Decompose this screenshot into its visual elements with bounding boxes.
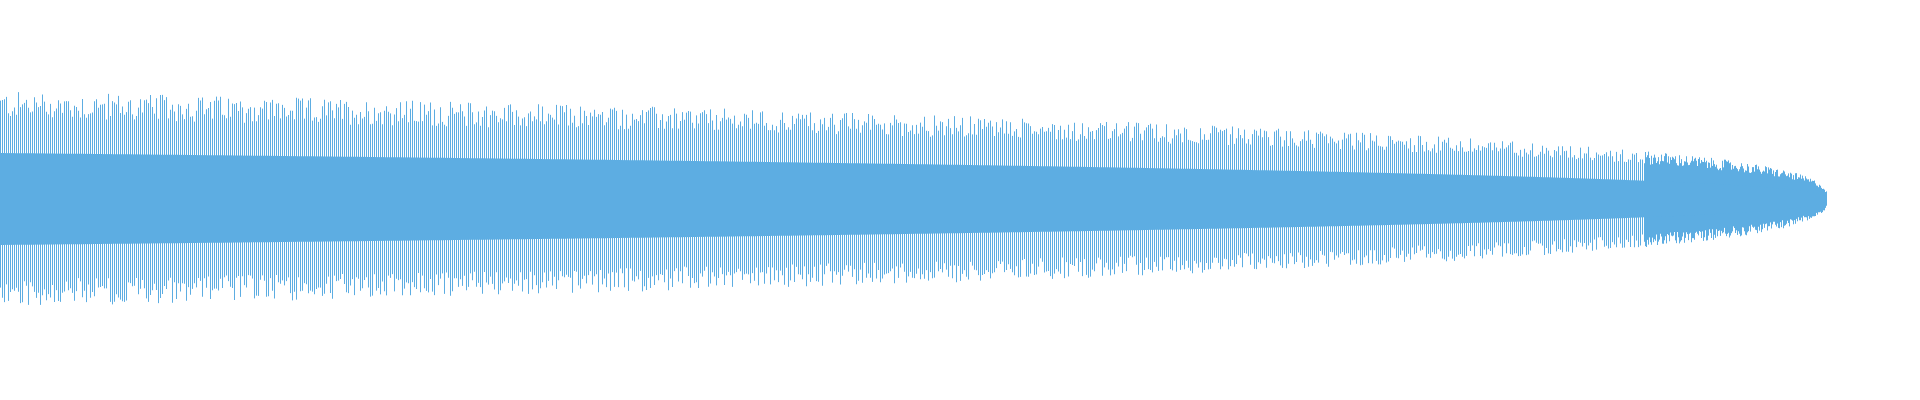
waveform-core [0,153,1827,245]
